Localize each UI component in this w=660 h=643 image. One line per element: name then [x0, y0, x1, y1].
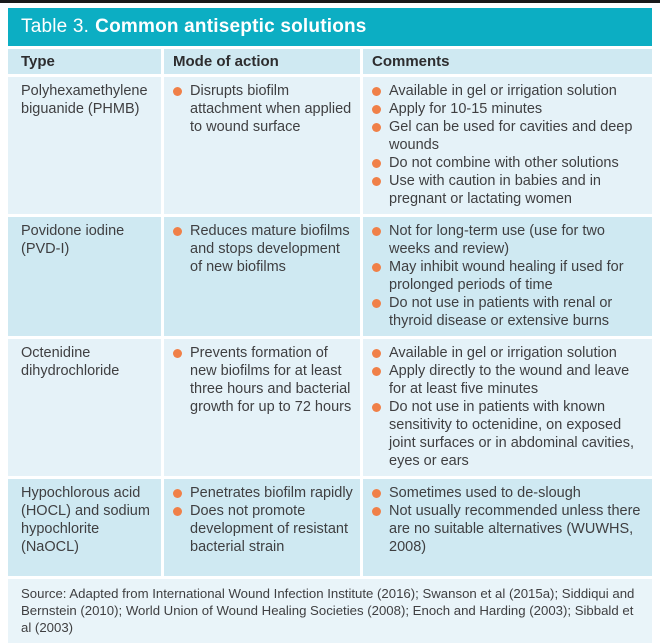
bullet-icon	[372, 488, 381, 498]
mode-of-action-cell: Penetrates biofilm rapidly Does not prom…	[164, 479, 360, 576]
mode-of-action-list: Penetrates biofilm rapidly Does not prom…	[173, 484, 354, 556]
bullet-item: Do not use in patients with known sensit…	[372, 398, 646, 470]
bullet-text: Does not promote development of resistan…	[190, 503, 348, 555]
table-number: Table 3.	[21, 16, 90, 37]
bullet-item: Reduces mature biofilms and stops develo…	[173, 222, 354, 276]
table-row: Octenidine dihydrochloride Prevents form…	[8, 339, 652, 476]
top-divider	[0, 0, 660, 3]
bullet-icon	[372, 226, 381, 236]
bullet-text: Reduces mature biofilms and stops develo…	[190, 223, 350, 275]
bullet-item: Prevents formation of new biofilms for a…	[173, 344, 354, 416]
bullet-text: Apply for 10-15 minutes	[389, 101, 543, 117]
bullet-text: Not for long-term use (use for two weeks…	[389, 223, 605, 257]
table-row: Povidone iodine (PVD-I) Reduces mature b…	[8, 217, 652, 336]
bullet-item: Not for long-term use (use for two weeks…	[372, 222, 646, 258]
bullet-icon	[372, 104, 381, 114]
type-cell: Octenidine dihydrochloride	[8, 339, 161, 476]
column-header-comments: Comments	[363, 49, 652, 74]
mode-of-action-list: Prevents formation of new biofilms for a…	[173, 344, 354, 416]
bullet-item: Do not use in patients with renal or thy…	[372, 294, 646, 330]
bullet-item: May inhibit wound healing if used for pr…	[372, 258, 646, 294]
bullet-item: Does not promote development of resistan…	[173, 502, 354, 556]
bullet-text: Apply directly to the wound and leave fo…	[389, 363, 630, 397]
bullet-icon	[372, 366, 381, 376]
bullet-text: Available in gel or irrigation solution	[389, 83, 617, 99]
bullet-text: May inhibit wound healing if used for pr…	[389, 259, 624, 293]
bullet-text: Disrupts biofilm attachment when applied…	[190, 83, 352, 135]
bullet-icon	[173, 506, 182, 516]
bullet-item: Do not combine with other solutions	[372, 154, 646, 172]
comments-list: Available in gel or irrigation solution …	[372, 82, 646, 208]
table-header-row: Type Mode of action Comments	[8, 49, 652, 74]
comments-cell: Available in gel or irrigation solution …	[363, 339, 652, 476]
bullet-icon	[372, 402, 381, 412]
column-header-mode-of-action: Mode of action	[164, 49, 360, 74]
type-cell: Polyhexamethylene biguanide (PHMB)	[8, 77, 161, 214]
table-body: Polyhexamethylene biguanide (PHMB) Disru…	[8, 77, 652, 576]
table-row: Hypochlorous acid (HOCL) and sodium hypo…	[8, 479, 652, 576]
bullet-item: Available in gel or irrigation solution	[372, 344, 646, 362]
bullet-icon	[173, 226, 182, 236]
bullet-item: Disrupts biofilm attachment when applied…	[173, 82, 354, 136]
bullet-icon	[173, 86, 182, 96]
comments-cell: Sometimes used to de-slough Not usually …	[363, 479, 652, 576]
bullet-text: Sometimes used to de-slough	[389, 485, 581, 501]
bullet-item: Not usually recommended unless there are…	[372, 502, 646, 556]
source-note: Source: Adapted from International Wound…	[8, 579, 652, 643]
bullet-text: Available in gel or irrigation solution	[389, 345, 617, 361]
comments-list: Not for long-term use (use for two weeks…	[372, 222, 646, 330]
bullet-item: Apply for 10-15 minutes	[372, 100, 646, 118]
comments-cell: Available in gel or irrigation solution …	[363, 77, 652, 214]
bullet-item: Apply directly to the wound and leave fo…	[372, 362, 646, 398]
bullet-icon	[372, 86, 381, 96]
mode-of-action-list: Reduces mature biofilms and stops develo…	[173, 222, 354, 276]
table-title-text: Common antiseptic solutions	[95, 16, 367, 37]
bullet-icon	[173, 488, 182, 498]
bullet-text: Do not combine with other solutions	[389, 155, 619, 171]
bullet-text: Do not use in patients with renal or thy…	[389, 295, 613, 329]
bullet-icon	[173, 348, 182, 358]
comments-list: Available in gel or irrigation solution …	[372, 344, 646, 470]
bullet-item: Available in gel or irrigation solution	[372, 82, 646, 100]
bullet-icon	[372, 506, 381, 516]
bullet-icon	[372, 348, 381, 358]
mode-of-action-list: Disrupts biofilm attachment when applied…	[173, 82, 354, 136]
bullet-icon	[372, 158, 381, 168]
bullet-item: Sometimes used to de-slough	[372, 484, 646, 502]
comments-list: Sometimes used to de-slough Not usually …	[372, 484, 646, 556]
bullet-text: Use with caution in babies and in pregna…	[389, 173, 601, 207]
bullet-item: Gel can be used for cavities and deep wo…	[372, 118, 646, 154]
bullet-item: Use with caution in babies and in pregna…	[372, 172, 646, 208]
table-row: Polyhexamethylene biguanide (PHMB) Disru…	[8, 77, 652, 214]
bullet-item: Penetrates biofilm rapidly	[173, 484, 354, 502]
type-cell: Povidone iodine (PVD-I)	[8, 217, 161, 336]
mode-of-action-cell: Prevents formation of new biofilms for a…	[164, 339, 360, 476]
bullet-text: Not usually recommended unless there are…	[389, 503, 641, 555]
mode-of-action-cell: Reduces mature biofilms and stops develo…	[164, 217, 360, 336]
mode-of-action-cell: Disrupts biofilm attachment when applied…	[164, 77, 360, 214]
bullet-icon	[372, 298, 381, 308]
column-header-type: Type	[8, 49, 161, 74]
bullet-icon	[372, 262, 381, 272]
bullet-text: Prevents formation of new biofilms for a…	[190, 345, 352, 415]
bullet-text: Penetrates biofilm rapidly	[190, 485, 353, 501]
bullet-text: Do not use in patients with known sensit…	[389, 399, 635, 469]
comments-cell: Not for long-term use (use for two weeks…	[363, 217, 652, 336]
bullet-icon	[372, 176, 381, 186]
table-title-bar: Table 3. Common antiseptic solutions	[8, 8, 652, 46]
antiseptic-solutions-table: Table 3. Common antiseptic solutions Typ…	[8, 8, 652, 643]
bullet-icon	[372, 122, 381, 132]
type-cell: Hypochlorous acid (HOCL) and sodium hypo…	[8, 479, 161, 576]
bullet-text: Gel can be used for cavities and deep wo…	[389, 119, 633, 153]
